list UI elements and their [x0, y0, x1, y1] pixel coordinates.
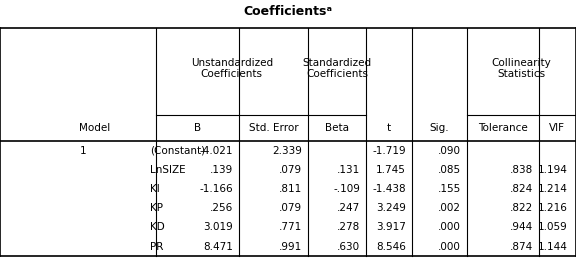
Text: 1.745: 1.745 — [376, 165, 406, 175]
Text: 1.059: 1.059 — [537, 222, 567, 232]
Text: 8.471: 8.471 — [203, 242, 233, 252]
Text: .247: .247 — [337, 203, 360, 213]
Text: 3.249: 3.249 — [376, 203, 406, 213]
Text: Beta: Beta — [325, 123, 349, 133]
Text: 8.546: 8.546 — [376, 242, 406, 252]
Text: 1: 1 — [79, 146, 86, 156]
Text: Standardized
Coefficients: Standardized Coefficients — [302, 58, 372, 79]
Text: .085: .085 — [438, 165, 461, 175]
Text: Coefficientsᵃ: Coefficientsᵃ — [244, 5, 332, 18]
Text: Unstandardized
Coefficients: Unstandardized Coefficients — [191, 58, 273, 79]
Text: Sig.: Sig. — [429, 123, 449, 133]
Text: 3.019: 3.019 — [203, 222, 233, 232]
Text: Std. Error: Std. Error — [249, 123, 298, 133]
Text: .991: .991 — [279, 242, 302, 252]
Text: B: B — [194, 123, 201, 133]
Text: t: t — [386, 123, 391, 133]
Text: .874: .874 — [510, 242, 533, 252]
Text: .000: .000 — [438, 242, 461, 252]
Text: Model: Model — [79, 123, 111, 133]
Text: .155: .155 — [438, 184, 461, 194]
Text: .256: .256 — [210, 203, 233, 213]
Text: .838: .838 — [510, 165, 533, 175]
Text: -1.438: -1.438 — [373, 184, 406, 194]
Text: 1.194: 1.194 — [537, 165, 567, 175]
Text: .131: .131 — [337, 165, 360, 175]
Text: -.109: -.109 — [333, 184, 360, 194]
Text: KD: KD — [150, 222, 165, 232]
Text: 2.339: 2.339 — [272, 146, 302, 156]
Text: .002: .002 — [438, 203, 461, 213]
Text: .630: .630 — [337, 242, 360, 252]
Text: .822: .822 — [510, 203, 533, 213]
Text: .811: .811 — [279, 184, 302, 194]
Text: VIF: VIF — [550, 123, 565, 133]
Text: .824: .824 — [510, 184, 533, 194]
Text: -4.021: -4.021 — [200, 146, 233, 156]
Text: .000: .000 — [438, 222, 461, 232]
Text: Collinearity
Statistics: Collinearity Statistics — [491, 58, 551, 79]
Text: 1.144: 1.144 — [537, 242, 567, 252]
Text: LnSIZE: LnSIZE — [150, 165, 185, 175]
Text: -1.719: -1.719 — [373, 146, 406, 156]
Text: -1.166: -1.166 — [200, 184, 233, 194]
Text: KI: KI — [150, 184, 160, 194]
Text: Tolerance: Tolerance — [478, 123, 528, 133]
Text: 1.216: 1.216 — [537, 203, 567, 213]
Text: .079: .079 — [279, 203, 302, 213]
Text: PR: PR — [150, 242, 163, 252]
Text: .944: .944 — [510, 222, 533, 232]
Text: .139: .139 — [210, 165, 233, 175]
Text: 3.917: 3.917 — [376, 222, 406, 232]
Text: 1.214: 1.214 — [537, 184, 567, 194]
Text: .771: .771 — [279, 222, 302, 232]
Text: (Constant): (Constant) — [150, 146, 205, 156]
Text: .079: .079 — [279, 165, 302, 175]
Text: KP: KP — [150, 203, 163, 213]
Text: .090: .090 — [438, 146, 461, 156]
Text: .278: .278 — [337, 222, 360, 232]
